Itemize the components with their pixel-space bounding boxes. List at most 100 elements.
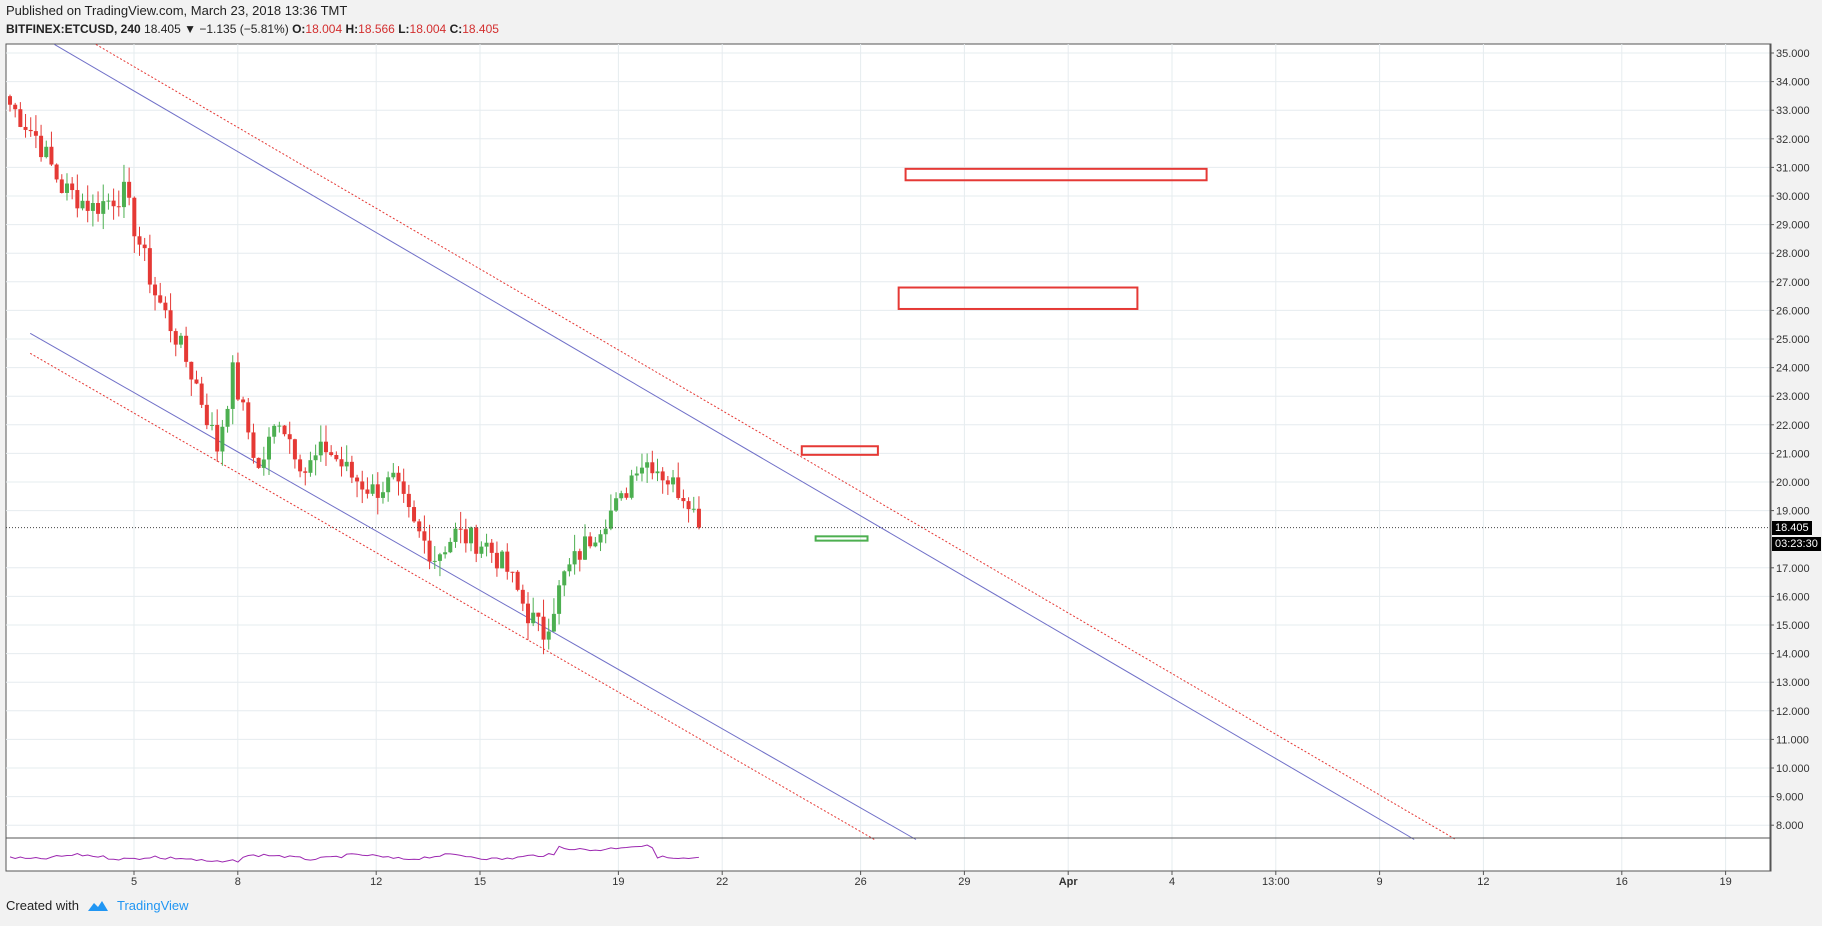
- candle-body: [412, 507, 417, 522]
- candle-body: [417, 521, 422, 532]
- symbol-label[interactable]: BITFINEX:ETCUSD, 240: [6, 22, 141, 36]
- x-tick-label: 9: [1377, 876, 1383, 888]
- x-tick-label: 5: [131, 876, 137, 888]
- candle-body: [360, 481, 365, 490]
- channel-line[interactable]: [29, 332, 917, 840]
- candle-body: [603, 528, 608, 535]
- price-change: −1.135 (−5.81%): [199, 22, 289, 36]
- resistance-zone[interactable]: [800, 445, 879, 456]
- candle-body: [111, 200, 116, 207]
- y-tick-label: 22.000: [1776, 420, 1810, 432]
- candle-body: [520, 589, 525, 604]
- candle-body: [396, 472, 401, 482]
- resistance-zone[interactable]: [904, 167, 1208, 182]
- y-tick-label: 26.000: [1776, 305, 1810, 317]
- candle-body: [500, 551, 505, 569]
- candle-body: [676, 477, 681, 499]
- candle-body: [453, 528, 458, 542]
- candle-body: [588, 536, 593, 547]
- candle-body: [8, 96, 12, 105]
- candle-body: [101, 201, 106, 214]
- y-tick-label: 21.000: [1776, 448, 1810, 460]
- candle-body: [437, 554, 442, 561]
- close-value: 18.405: [462, 22, 499, 36]
- x-tick-label: 16: [1616, 876, 1628, 888]
- created-with-label: Created with: [6, 898, 79, 913]
- candle-body: [391, 472, 396, 478]
- x-tick-label: 26: [854, 876, 866, 888]
- candle-body: [557, 585, 562, 614]
- candle-body: [96, 203, 101, 214]
- time-axis[interactable]: 5 8 12 15 19 22 26 29 Apr 4 13:00 9 12 16 19: [131, 871, 1732, 888]
- y-tick-label: 8.000: [1776, 820, 1804, 832]
- candle-body: [261, 459, 266, 468]
- candle-body: [334, 454, 339, 460]
- x-tick-label: 19: [612, 876, 624, 888]
- channel-line[interactable]: [54, 43, 1415, 840]
- x-tick-label: 15: [474, 876, 486, 888]
- y-tick-label: 23.000: [1776, 391, 1810, 403]
- candle-body: [541, 616, 546, 640]
- high-label: H:: [345, 22, 359, 36]
- candle-body: [386, 477, 391, 493]
- x-tick-label: 22: [716, 876, 728, 888]
- candle-body: [479, 546, 484, 554]
- candle-body: [241, 399, 246, 403]
- candle-body: [215, 424, 220, 452]
- trend-channel-lines[interactable]: [29, 43, 1456, 840]
- x-tick-label: 13:00: [1262, 876, 1290, 888]
- y-tick-label: 31.000: [1776, 162, 1810, 174]
- candle-body: [494, 552, 499, 569]
- candle-body: [235, 362, 240, 400]
- candle-body: [443, 552, 448, 555]
- support-zone[interactable]: [814, 535, 869, 542]
- candle-body: [339, 459, 344, 467]
- candle-body: [272, 425, 277, 437]
- y-tick-label: 14.000: [1776, 649, 1810, 661]
- x-tick-label: 29: [958, 876, 970, 888]
- y-tick-label: 34.000: [1776, 77, 1810, 89]
- candle-body: [85, 200, 90, 211]
- candle-body: [137, 236, 142, 245]
- candle-body: [624, 493, 629, 498]
- channel-line[interactable]: [95, 43, 1456, 840]
- resistance-zone[interactable]: [897, 286, 1139, 310]
- open-value: 18.004: [305, 22, 343, 36]
- candle-body: [349, 461, 354, 478]
- candle-body: [116, 206, 121, 208]
- candles: [8, 94, 701, 655]
- last-price: 18.405: [144, 22, 181, 36]
- countdown-tag: 03:23:30: [1772, 537, 1821, 551]
- candle-body: [210, 424, 215, 426]
- candle-body: [28, 129, 33, 132]
- candle-body: [163, 302, 168, 311]
- candle-body: [432, 560, 437, 562]
- y-tick-label: 25.000: [1776, 334, 1810, 346]
- price-axis[interactable]: 35.000 34.000 33.000 32.000 31.000 30.000 29.0…: [1770, 48, 1810, 832]
- candle-body: [80, 200, 85, 209]
- candle-body: [489, 542, 494, 553]
- candle-body: [510, 571, 515, 573]
- tradingview-link[interactable]: TradingView: [116, 898, 189, 913]
- candle-body: [691, 508, 696, 510]
- tradingview-logo-icon: [87, 900, 108, 911]
- zone-rectangles[interactable]: [800, 167, 1208, 542]
- candle-body: [458, 528, 463, 530]
- candle-body: [474, 527, 479, 554]
- candle-body: [142, 244, 147, 249]
- candle-body: [469, 527, 474, 544]
- candle-body: [329, 452, 334, 455]
- x-tick-label: 4: [1169, 876, 1175, 888]
- candle-body: [33, 131, 38, 136]
- y-tick-label: 17.000: [1776, 563, 1810, 575]
- candle-body: [634, 473, 639, 476]
- y-tick-label: 30.000: [1776, 191, 1810, 203]
- y-tick-label: 16.000: [1776, 591, 1810, 603]
- candle-body: [536, 612, 541, 617]
- candle-body: [323, 441, 328, 453]
- candle-body: [18, 109, 23, 127]
- candle-body: [546, 631, 551, 640]
- y-tick-label: 10.000: [1776, 763, 1810, 775]
- candle-body: [572, 551, 577, 565]
